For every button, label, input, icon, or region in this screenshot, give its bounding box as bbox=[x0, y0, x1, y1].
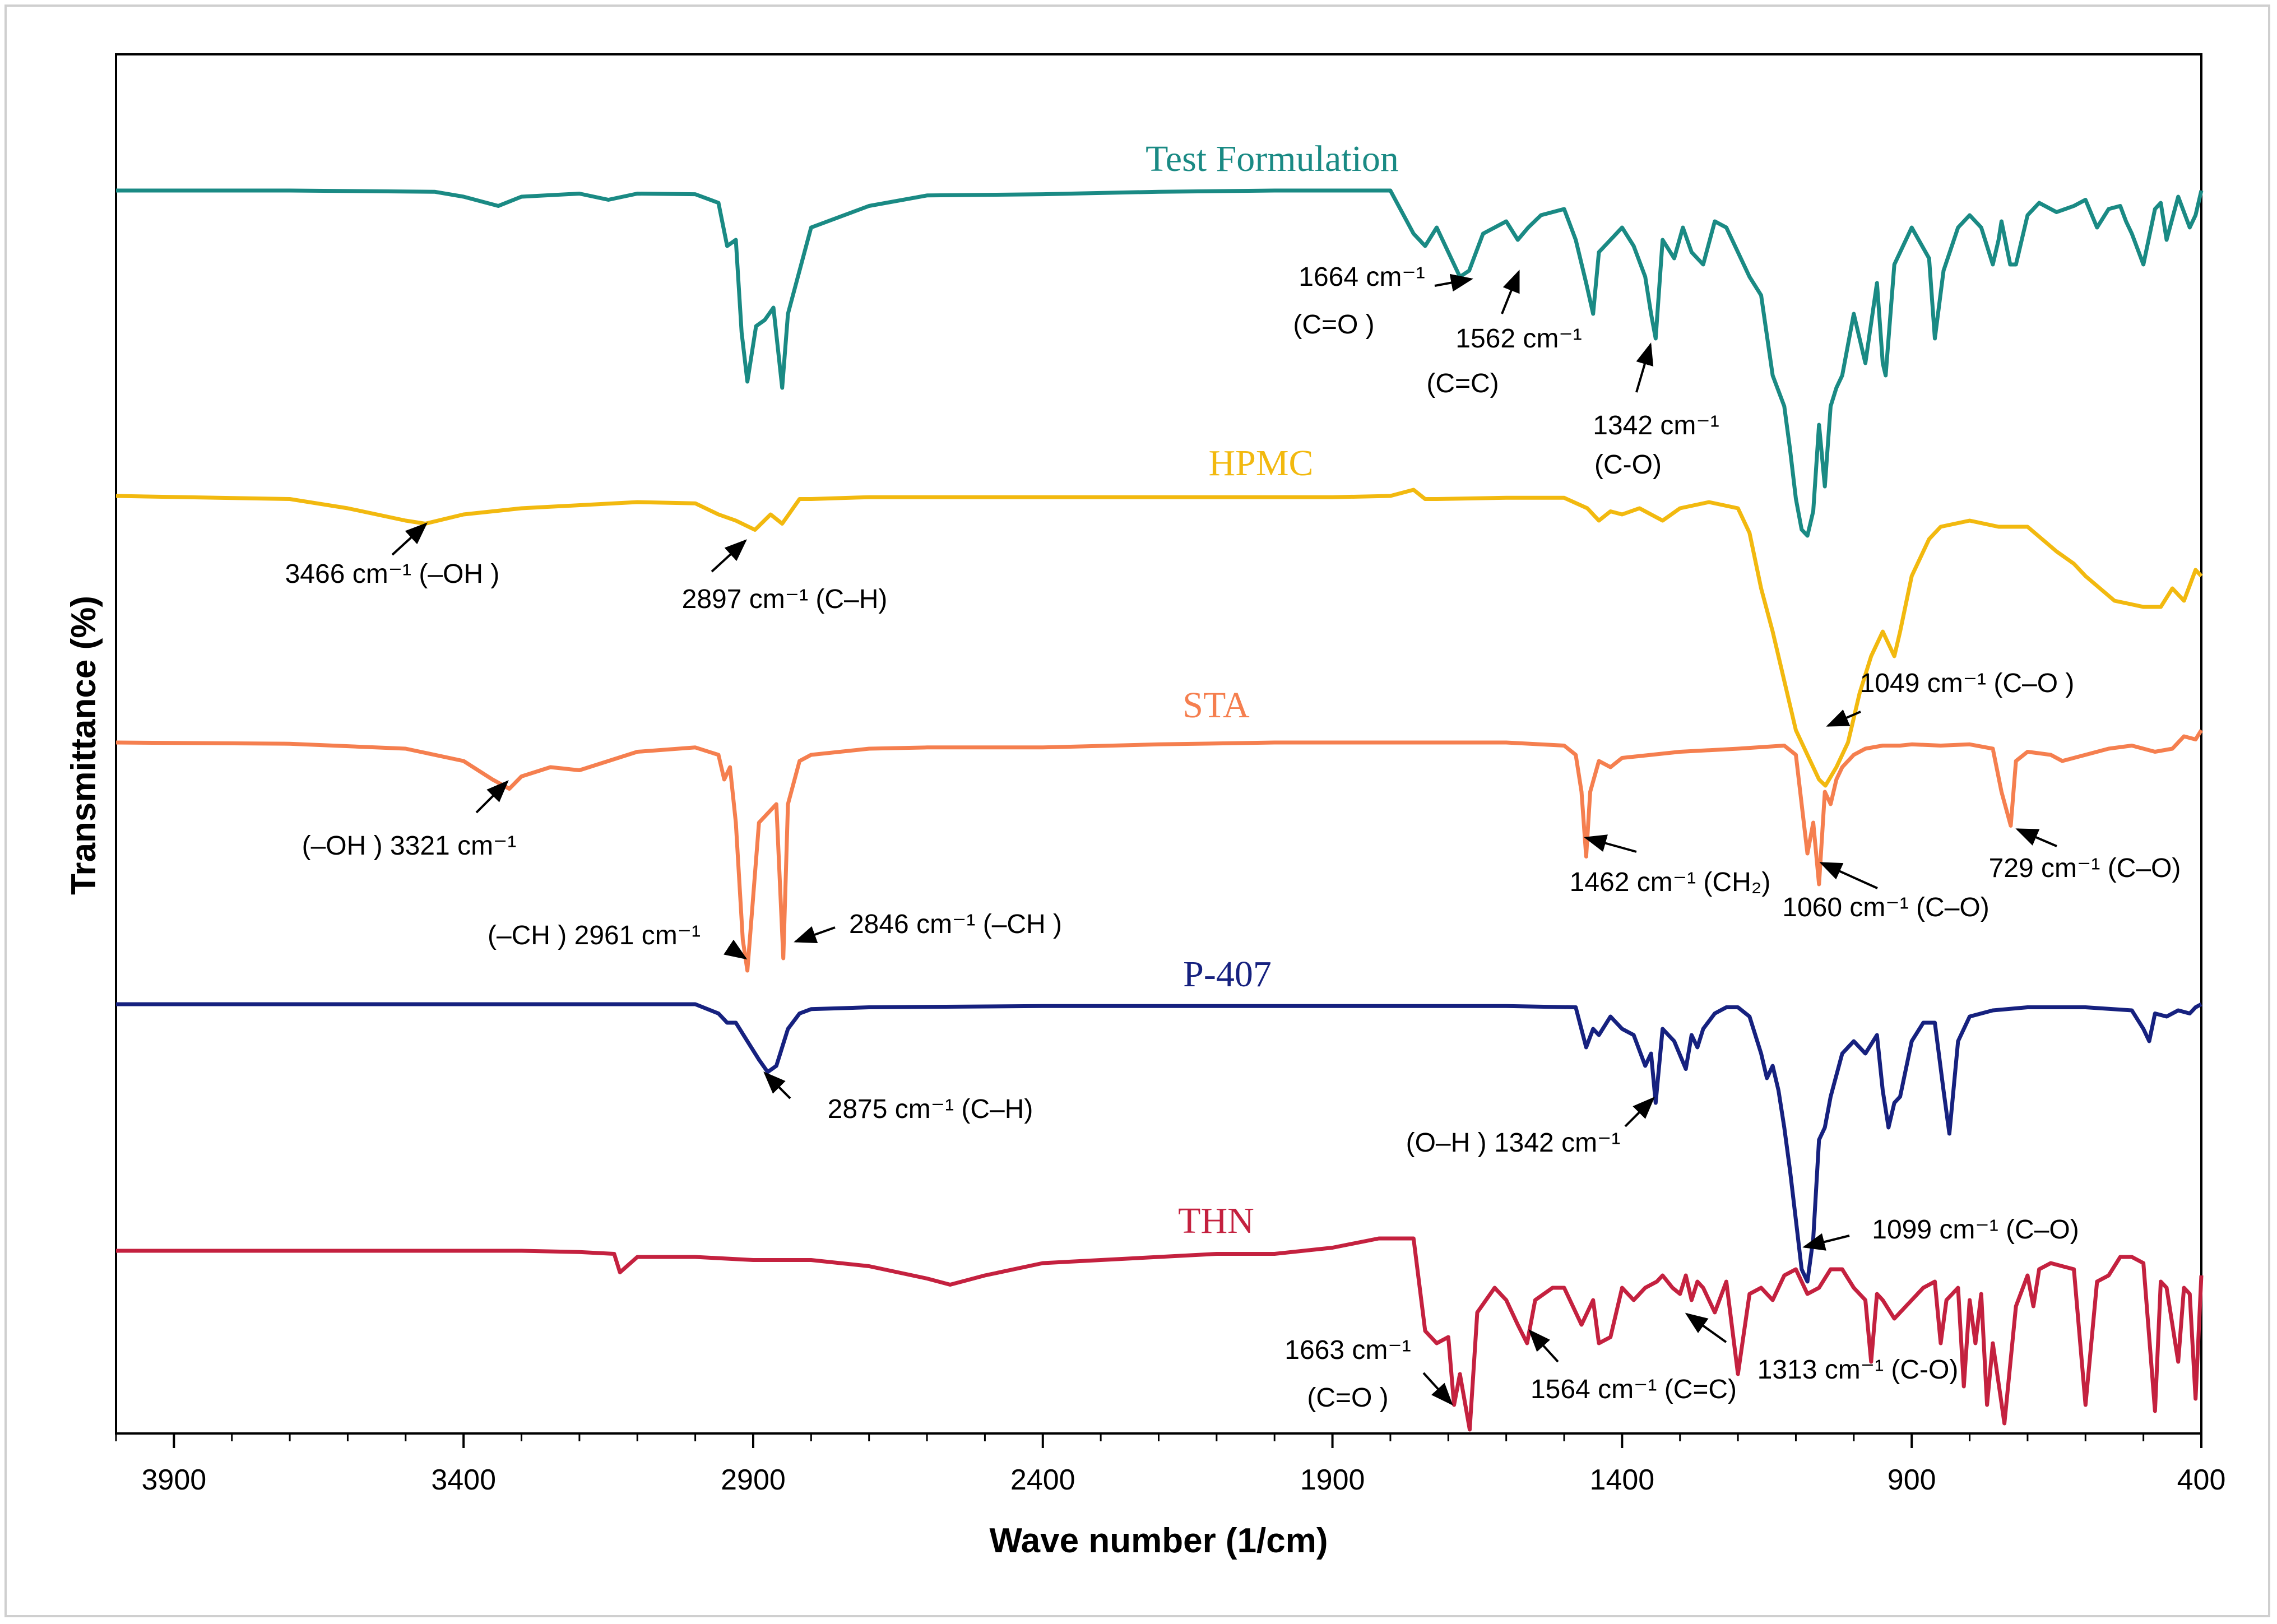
x-axis-title: Wave number (1/cm) bbox=[989, 1521, 1328, 1560]
peak-annotation-label: 1313 cm⁻¹ (C-O) bbox=[1757, 1355, 1959, 1385]
peak-annotation-assignment: (C=O ) bbox=[1307, 1383, 1388, 1413]
x-tick-label: 900 bbox=[1888, 1464, 1936, 1496]
series-line-sta bbox=[115, 729, 2203, 973]
peak-annotation-arrow bbox=[1819, 862, 1878, 889]
peak-annotation-assignment: (C-O) bbox=[1594, 450, 1662, 480]
peak-annotation-label: 3466 cm⁻¹ (–OH ) bbox=[285, 559, 500, 589]
peak-annotation-arrow bbox=[724, 939, 748, 960]
peak-annotation-label: 1060 cm⁻¹ (C–O) bbox=[1782, 893, 1989, 922]
series-label-hpmc: HPMC bbox=[1208, 443, 1313, 484]
y-axis-title: Transmittance (%) bbox=[64, 596, 103, 895]
x-tick-label: 3900 bbox=[142, 1464, 207, 1496]
peak-annotation-label: 1462 cm⁻¹ (CH₂) bbox=[1570, 867, 1771, 897]
peak-annotation-arrow bbox=[763, 1071, 791, 1099]
peak-annotation-assignment: (C=O ) bbox=[1293, 310, 1374, 340]
peak-annotation-label: 2897 cm⁻¹ (C–H) bbox=[682, 584, 888, 614]
peak-annotation-label: 729 cm⁻¹ (C–O) bbox=[1989, 853, 2181, 883]
peak-annotation-label: (–OH ) 3321 cm⁻¹ bbox=[302, 831, 517, 861]
spectra-traces bbox=[115, 188, 2204, 1432]
peak-annotation-arrow bbox=[1685, 1312, 1727, 1343]
series-label-thn: THN bbox=[1178, 1200, 1254, 1241]
peak-annotation-assignment: (C=C) bbox=[1426, 369, 1499, 398]
peak-annotation-arrow bbox=[1826, 709, 1861, 727]
peak-annotation-arrow bbox=[1528, 1329, 1559, 1363]
series-line-test-formulation bbox=[116, 188, 2204, 538]
peak-annotation-label: 1564 cm⁻¹ (C=C) bbox=[1531, 1375, 1737, 1404]
series-label-p-407: P-407 bbox=[1183, 954, 1272, 995]
peak-annotation-label: 1663 cm⁻¹ bbox=[1284, 1335, 1411, 1365]
peak-annotation-arrow bbox=[1624, 1097, 1655, 1127]
peak-annotation-label: 2875 cm⁻¹ (C–H) bbox=[828, 1094, 1033, 1124]
peak-annotation-label: (O–H ) 1342 cm⁻¹ bbox=[1406, 1128, 1621, 1158]
peak-annotation-arrow bbox=[2015, 828, 2057, 847]
peak-annotation-label: 2846 cm⁻¹ (–CH ) bbox=[849, 910, 1062, 939]
peak-annotation-label: 1049 cm⁻¹ (C–O ) bbox=[1860, 669, 2075, 698]
peak-annotation-arrow bbox=[1434, 273, 1473, 292]
peak-annotation-label: (–CH ) 2961 cm⁻¹ bbox=[488, 921, 701, 950]
series-label-sta: STA bbox=[1182, 685, 1250, 726]
peak-annotation-arrow bbox=[1422, 1372, 1453, 1405]
x-tick-label: 2900 bbox=[721, 1464, 786, 1496]
peak-annotation-arrow bbox=[1802, 1233, 1850, 1251]
peak-annotation-arrow bbox=[1584, 834, 1637, 853]
series-line-p-407 bbox=[116, 1002, 2202, 1284]
peak-annotation-arrow bbox=[1501, 270, 1520, 314]
peak-annotation-arrow bbox=[1635, 342, 1654, 393]
series-line-hpmc bbox=[115, 488, 2203, 788]
x-tick-label: 2400 bbox=[1010, 1464, 1075, 1496]
peak-annotation-label: 1562 cm⁻¹ bbox=[1455, 324, 1582, 354]
series-label-test-formulation: Test Formulation bbox=[1146, 138, 1399, 179]
series-line-thn bbox=[116, 1236, 2204, 1432]
x-tick-label: 1900 bbox=[1300, 1464, 1365, 1496]
series-labels: Test Formulation HPMC STA P-407 THN bbox=[1146, 138, 1399, 1241]
x-tick-label: 400 bbox=[2177, 1464, 2226, 1496]
x-tick-label: 1400 bbox=[1590, 1464, 1655, 1496]
peak-annotation-arrow bbox=[391, 522, 428, 556]
x-tick-label: 3400 bbox=[431, 1464, 496, 1496]
peak-annotation-label: 1099 cm⁻¹ (C–O) bbox=[1872, 1215, 2079, 1245]
peak-annotation-arrow bbox=[711, 539, 747, 573]
peak-annotations: 1664 cm⁻¹ (C=O ) 1562 cm⁻¹ (C=C) 1342 cm⁻¹ (C… bbox=[285, 262, 2181, 1413]
x-axis-ticks: 3900 3400 2900 2400 1900 1400 900 400 bbox=[115, 1433, 2226, 1496]
peak-annotation-label: 1342 cm⁻¹ bbox=[1593, 411, 1719, 440]
peak-annotation-label: 1664 cm⁻¹ bbox=[1299, 262, 1425, 292]
peak-annotation-arrow bbox=[475, 780, 509, 814]
peak-annotation-arrow bbox=[794, 926, 836, 943]
